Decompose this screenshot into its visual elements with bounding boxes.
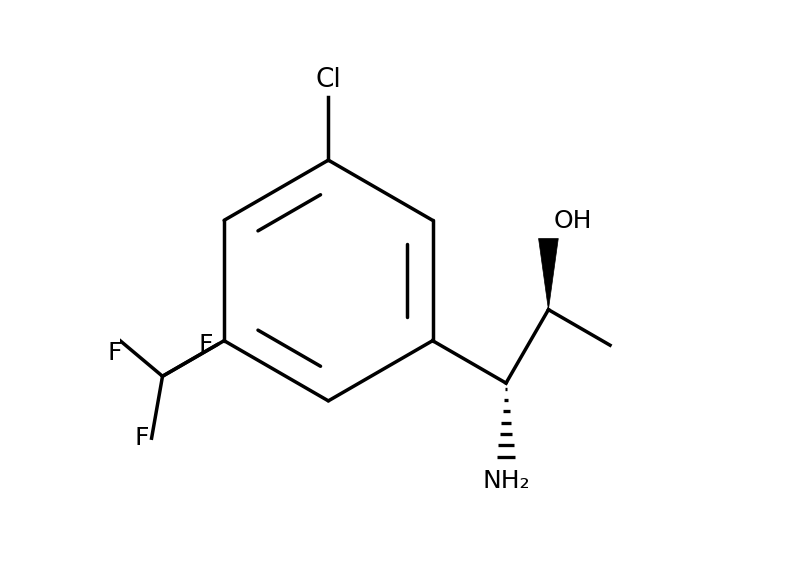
Polygon shape	[538, 238, 558, 310]
Text: NH₂: NH₂	[482, 469, 530, 493]
Text: Cl: Cl	[315, 67, 341, 93]
Text: F: F	[107, 341, 121, 365]
Text: F: F	[134, 426, 149, 450]
Text: F: F	[198, 333, 213, 357]
Text: OH: OH	[554, 209, 593, 233]
